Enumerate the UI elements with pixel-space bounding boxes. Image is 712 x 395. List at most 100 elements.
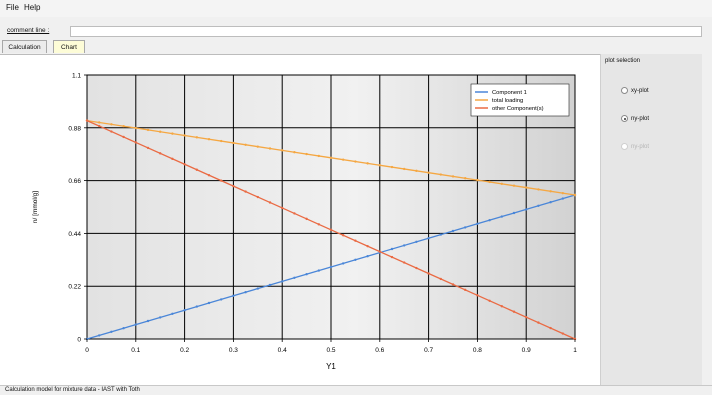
series-component-1-point [122,327,125,330]
series-other-components-point [183,163,186,166]
comment-input[interactable] [70,26,702,37]
series-component-1-point [488,219,491,222]
x-axis-label: Y1 [326,362,336,371]
series-total-loading-point [488,180,491,184]
series-total-loading-point [281,149,284,152]
series-other-components-point [488,299,491,302]
series-component-1-point [195,305,198,308]
status-bar: Calculation model for mixture data - IAS… [0,385,712,395]
series-component-1-point [390,247,394,251]
series-other-components-point [476,294,479,297]
series-total-loading-point [220,139,223,143]
x-tick-label: 0.6 [375,347,384,354]
series-component-1-point [317,269,320,272]
y-tick-label: 0.88 [68,125,81,132]
series-total-loading-point [134,126,137,130]
series-total-loading-point [293,151,296,154]
series-other-components-point [354,239,357,242]
series-component-1-point [415,240,418,243]
series-total-loading-point [378,164,381,167]
x-tick-label: 0.4 [278,347,287,354]
series-other-components-point [146,146,150,150]
series-component-1-point [183,309,186,312]
series-component-1-point [561,197,564,200]
series-other-components-point [268,201,272,204]
comment-row: comment line : [0,26,712,40]
series-other-components-point [244,190,247,193]
radio-ny-plot[interactable]: ny-plot [621,115,649,122]
legend: Component 1 total loading other Component(… [470,83,570,117]
series-component-1-point [134,323,137,326]
series-component-1-point [464,226,467,229]
series-other-components-point [439,277,442,281]
series-total-loading-point [415,169,418,173]
series-total-loading-point [439,173,442,176]
series-other-components-point [342,234,345,237]
y-tick-label: 0 [77,337,81,344]
series-component-1-point [354,258,357,261]
tab-calculation[interactable]: Calculation [2,40,47,53]
series-component-1-point [256,287,259,290]
series-total-loading-point [390,165,394,169]
menu-bar: File Help [0,0,712,17]
series-total-loading-point [207,138,211,141]
series-component-1-point [268,283,272,287]
series-component-1-point [525,208,528,211]
series-component-1-point [220,298,223,301]
series-other-components-point [366,244,369,248]
series-total-loading-point [232,141,235,145]
series-other-components-point [329,228,333,231]
radio-xy-plot-label: xy-plot [631,88,649,95]
right-edge [702,54,712,385]
series-other-components-point [403,261,406,264]
series-total-loading-point [159,130,162,133]
series-other-components-point [171,157,174,161]
series-other-components-point [415,266,418,270]
series-other-components-point [500,305,503,308]
series-total-loading-point [317,154,320,158]
series-component-1-point [207,301,211,305]
series-other-components-point [561,332,564,335]
legend-entry: other Component(s) [492,106,544,112]
series-total-loading-point [305,152,308,156]
series-component-1-point [451,229,455,233]
series-total-loading-point [464,177,467,180]
ticks: 0 0.1 0.2 0.3 0.4 0.5 0.6 0.7 0.8 0.9 1 0 0.22 0.44 0.… [68,73,577,355]
comment-label: comment line : [7,27,50,34]
series-other-components-point [525,315,528,319]
radio-ny-plot-label: ny-plot [631,116,650,123]
series-other-components-point [512,310,516,313]
series-component-1-point [439,233,442,236]
series-total-loading-point [256,145,259,148]
chart: 0 0.1 0.2 0.3 0.4 0.5 0.6 0.7 0.8 0.9 1 0 0.22 0.44 0.… [32,73,577,372]
series-other-components-point [134,141,137,144]
series-other-components-point [98,124,101,128]
radio-disabled-plot: ny-plot [621,143,649,150]
radio-xy-plot[interactable]: xy-plot [621,87,649,94]
y-tick-label: 0.66 [68,178,81,185]
x-tick-label: 1 [573,347,577,354]
series-total-loading-point [561,191,564,195]
series-other-components-point [390,255,394,259]
series-other-components-point [317,223,320,226]
series-component-1-point [244,291,247,294]
series-total-loading-point [549,190,552,193]
radio-xy-plot-circle[interactable] [621,87,628,94]
y-tick-label: 1.1 [72,73,81,80]
series-other-components-point [220,179,223,182]
series-other-components-point [293,212,296,215]
legend-entry: total loading [492,98,523,104]
series-other-components-point [537,321,540,324]
menu-file[interactable]: File [6,3,19,12]
series-total-loading-point [366,162,369,165]
x-tick-label: 0.7 [424,347,433,354]
tab-chart[interactable]: Chart [53,40,85,53]
x-tick-label: 0.9 [522,347,531,354]
series-other-components-point [195,168,198,171]
radio-ny-plot-circle[interactable] [621,115,628,122]
series-total-loading-point [183,134,186,137]
series-lines [85,119,577,341]
menu-help[interactable]: Help [24,3,41,12]
series-total-loading-point [146,128,150,132]
series-total-loading-point [512,184,516,187]
